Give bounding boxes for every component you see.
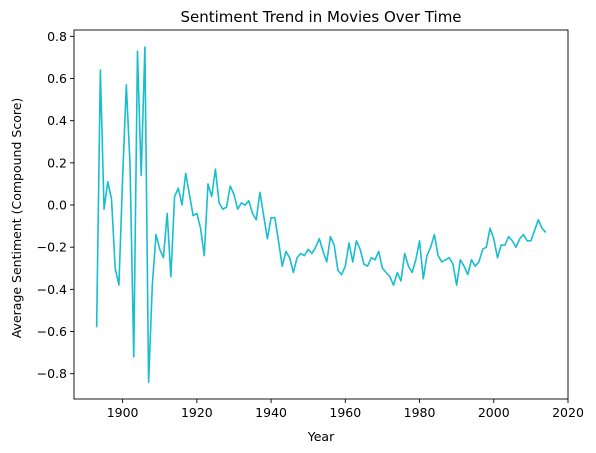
- x-tick-label: 1920: [181, 405, 213, 420]
- y-tick-label: 0.6: [47, 71, 67, 86]
- x-axis-ticks: 1900 1920 1940 1960 1980 2000 2020: [107, 399, 584, 420]
- y-tick-label: 0.2: [47, 155, 67, 170]
- y-axis-ticks: −0.8 −0.6 −0.4 −0.2 0.0 0.2 0.4 0.6 0.8: [37, 29, 74, 381]
- y-tick-label: −0.2: [37, 240, 67, 255]
- x-tick-label: 1960: [329, 405, 361, 420]
- y-tick-label: 0.4: [47, 113, 67, 128]
- plot-area: [73, 29, 569, 400]
- chart-title: Sentiment Trend in Movies Over Time: [180, 8, 461, 26]
- x-tick-label: 1900: [107, 405, 139, 420]
- x-tick-label: 1940: [255, 405, 287, 420]
- x-tick-label: 2020: [552, 405, 584, 420]
- series-line-0: [95, 46, 547, 383]
- y-tick-label: 0.0: [47, 198, 67, 213]
- x-tick-label: 2000: [478, 405, 510, 420]
- y-tick-label: 0.8: [47, 29, 67, 44]
- x-tick-label: 1980: [404, 405, 436, 420]
- x-axis-label: Year: [307, 429, 335, 444]
- y-tick-label: −0.6: [37, 324, 67, 339]
- axes-frame: [73, 29, 569, 400]
- y-tick-label: −0.8: [37, 366, 67, 381]
- y-axis-label: Average Sentiment (Compound Score): [9, 98, 24, 339]
- series-layer: [95, 46, 547, 383]
- y-tick-label: −0.4: [37, 282, 67, 297]
